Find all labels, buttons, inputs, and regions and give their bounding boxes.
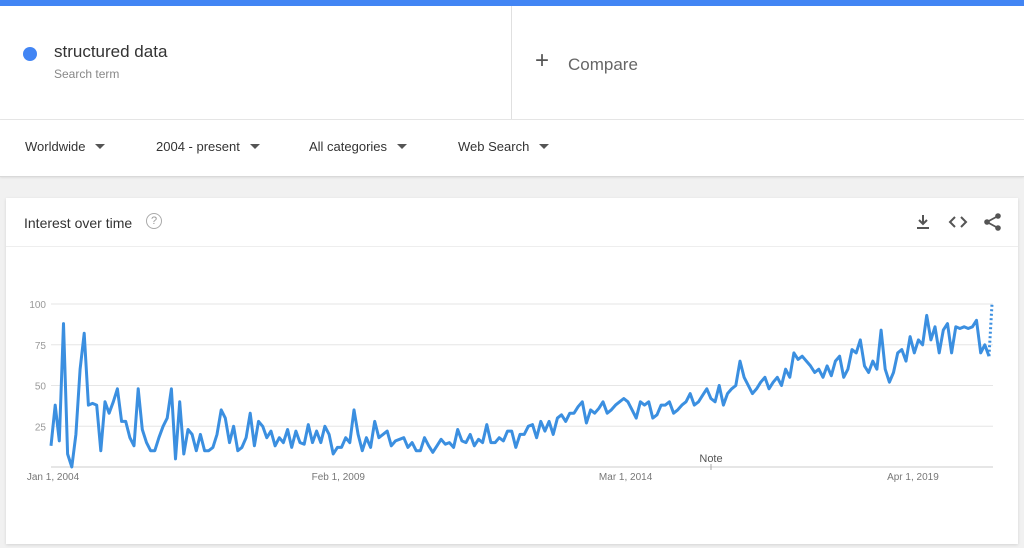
- search-type-label: Web Search: [458, 139, 530, 154]
- search-term-name[interactable]: structured data: [54, 42, 168, 61]
- download-icon[interactable]: [912, 212, 934, 232]
- share-icon[interactable]: [982, 212, 1004, 232]
- caret-down-icon: [397, 144, 408, 150]
- region-dropdown[interactable]: Worldwide: [25, 139, 106, 154]
- card-header: Interest over time ?: [6, 198, 1018, 247]
- search-type-dropdown[interactable]: Web Search: [458, 139, 550, 154]
- time-range-label: 2004 - present: [156, 139, 240, 154]
- help-icon[interactable]: ?: [146, 213, 162, 229]
- term-color-dot: [23, 47, 37, 61]
- caret-down-icon: [95, 144, 106, 150]
- x-tick-label: Apr 1, 2019: [887, 472, 939, 483]
- caret-down-icon: [539, 144, 550, 150]
- series-partial-segment: [987, 303, 994, 357]
- embed-icon[interactable]: [947, 212, 969, 232]
- y-tick-label: 50: [35, 382, 47, 393]
- y-tick-label: 25: [35, 422, 47, 433]
- time-range-dropdown[interactable]: 2004 - present: [156, 139, 260, 154]
- search-term-card[interactable]: structured data Search term: [0, 6, 512, 119]
- filter-bar: Worldwide 2004 - present All categories …: [0, 120, 1024, 177]
- note-annotation[interactable]: Note: [699, 453, 722, 465]
- caret-down-icon: [249, 144, 260, 150]
- compare-button[interactable]: + Compare: [512, 6, 1024, 119]
- category-label: All categories: [309, 139, 388, 154]
- top-accent-bar: [0, 0, 1024, 6]
- series-line-structured-data: [49, 313, 991, 469]
- interest-line-chart: 25 50 75 100 Jan 1, 2004 Feb 1, 2009 Mar 1, 2…: [27, 300, 994, 483]
- card-title: Interest over time: [24, 215, 133, 231]
- y-tick-label: 100: [29, 300, 46, 311]
- search-terms-row: structured data Search term + Compare: [0, 6, 1024, 120]
- plus-icon: +: [535, 47, 550, 74]
- x-tick-label: Feb 1, 2009: [312, 472, 366, 483]
- interest-over-time-card: Interest over time ? 25 50 75 100 Jan 1, 20…: [6, 198, 1018, 544]
- x-tick-label: Mar 1, 2014: [599, 472, 653, 483]
- search-term-label: Search term: [54, 67, 120, 81]
- y-tick-label: 75: [35, 341, 47, 352]
- x-tick-label: Jan 1, 2004: [27, 472, 80, 483]
- region-label: Worldwide: [25, 139, 86, 154]
- compare-label: Compare: [568, 55, 638, 74]
- category-dropdown[interactable]: All categories: [309, 139, 408, 154]
